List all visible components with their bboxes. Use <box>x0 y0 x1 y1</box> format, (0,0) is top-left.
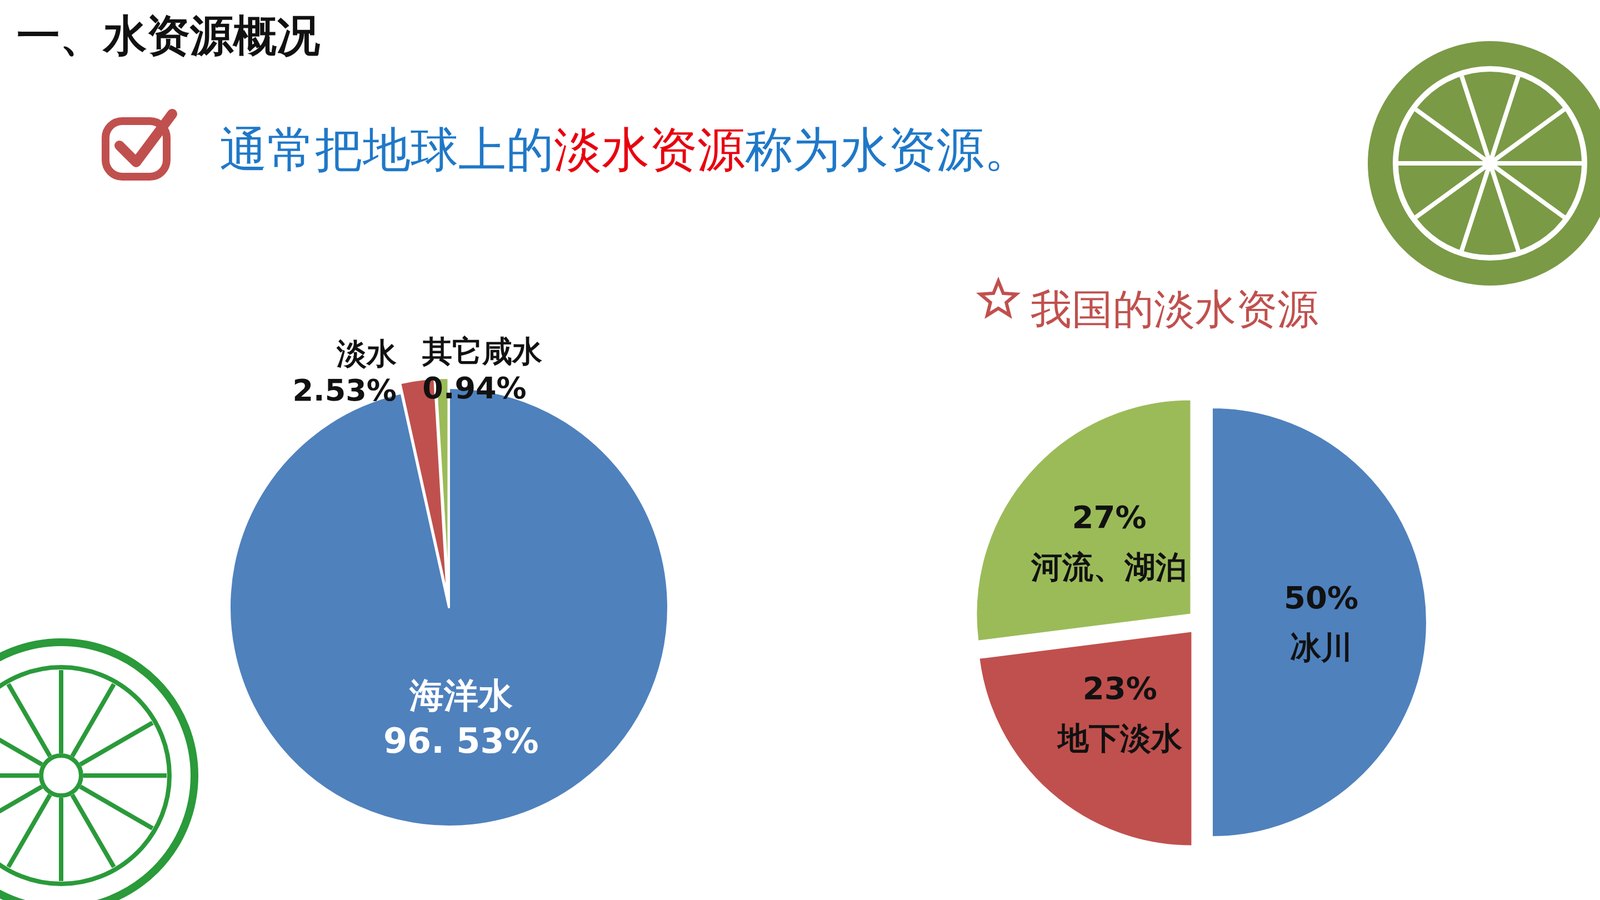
svg-text:0.94%: 0.94% <box>422 370 527 406</box>
svg-text:其它咸水: 其它咸水 <box>421 333 543 369</box>
svg-text:冰川: 冰川 <box>1290 629 1353 666</box>
svg-text:96. 53%: 96. 53% <box>383 720 539 762</box>
svg-text:2.53%: 2.53% <box>292 372 397 408</box>
svg-text:地下淡水: 地下淡水 <box>1056 720 1183 757</box>
svg-text:23%: 23% <box>1082 670 1158 707</box>
svg-text:27%: 27% <box>1071 498 1147 535</box>
svg-text:淡水: 淡水 <box>336 336 397 372</box>
svg-text:50%: 50% <box>1283 579 1359 616</box>
svg-text:海洋水: 海洋水 <box>408 675 513 716</box>
html-text:我国的淡水资源: 我国的淡水资源 <box>1030 285 1319 333</box>
svg-text:河流、湖泊: 河流、湖泊 <box>1030 548 1187 585</box>
html-text:一、水资源概况: 一、水资源概况 <box>16 10 320 61</box>
html-text:通常把地球上的淡水资源称为水资源。: 通常把地球上的淡水资源称为水资源。 <box>219 121 1032 178</box>
